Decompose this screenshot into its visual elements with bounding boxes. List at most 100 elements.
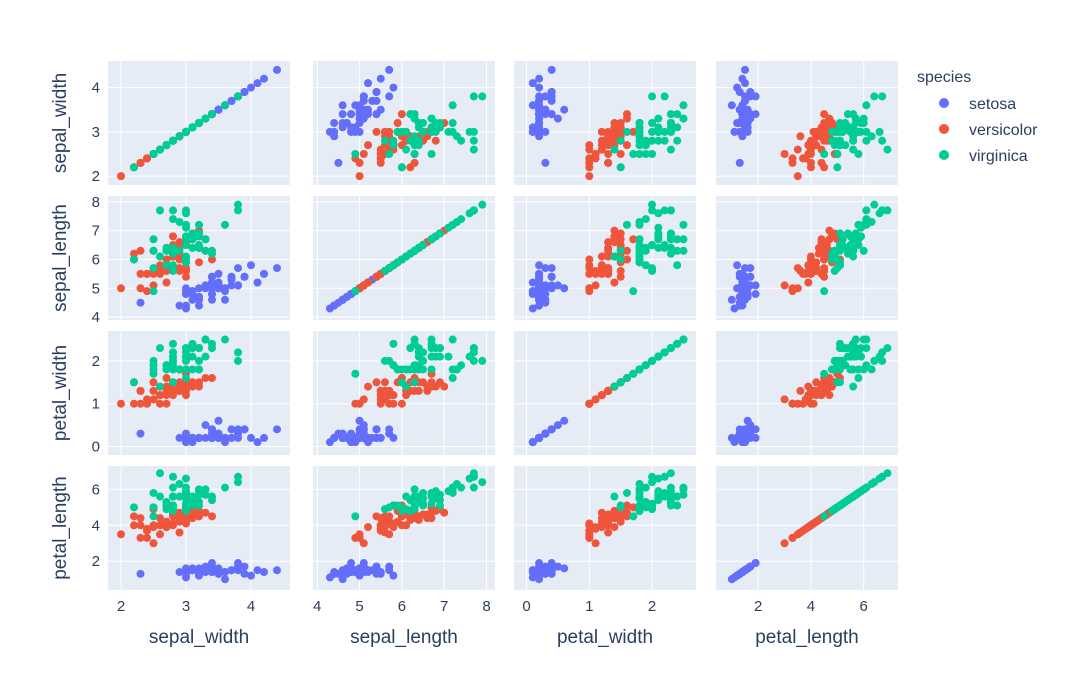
point-versicolor-26-sepal_width-vs-sepal_length[interactable] <box>431 136 440 145</box>
point-versicolor-45-sepal_width-vs-petal_width[interactable] <box>597 127 606 136</box>
point-versicolor-29-sepal_width-vs-petal_length[interactable] <box>793 145 802 154</box>
point-virginica-0-sepal_length-vs-sepal_width[interactable] <box>201 246 210 255</box>
point-setosa-49-petal_width-vs-petal_length[interactable] <box>738 433 747 442</box>
point-setosa-36-petal_length-vs-sepal_length[interactable] <box>376 569 385 578</box>
point-virginica-5-sepal_width-vs-petal_length[interactable] <box>875 127 884 136</box>
point-virginica-49-sepal_width-vs-sepal_length[interactable] <box>393 127 402 136</box>
point-versicolor-31-petal_width-vs-sepal_length[interactable] <box>376 399 385 408</box>
point-versicolor-37-sepal_length-vs-sepal_width[interactable] <box>136 246 145 255</box>
point-virginica-38-sepal_width-vs-petal_length[interactable] <box>828 127 837 136</box>
point-setosa-32-sepal_length-vs-sepal_width[interactable] <box>253 278 262 287</box>
point-setosa-14-petal_length-vs-sepal_width[interactable] <box>247 571 255 580</box>
point-versicolor-22-sepal_width-vs-petal_width[interactable] <box>616 150 625 158</box>
point-versicolor-43-sepal_length-vs-petal_width[interactable] <box>585 284 594 293</box>
point-virginica-43-sepal_width-vs-petal_length[interactable] <box>857 119 866 127</box>
point-versicolor-46-sepal_length-vs-sepal_width[interactable] <box>175 264 184 273</box>
point-virginica-13-sepal_width-vs-petal_width[interactable] <box>648 150 657 158</box>
point-virginica-34-petal_width-vs-sepal_length[interactable] <box>402 382 411 391</box>
point-virginica-15-petal_length-vs-sepal_width[interactable] <box>195 497 203 506</box>
point-versicolor-8-sepal_length-vs-sepal_width[interactable] <box>175 238 184 247</box>
point-virginica-40-sepal_width-vs-petal_length[interactable] <box>849 123 858 132</box>
point-versicolor-31-sepal_length-vs-petal_length[interactable] <box>799 269 808 278</box>
point-virginica-32-sepal_width-vs-petal_width[interactable] <box>660 136 669 145</box>
point-versicolor-49-petal_length-vs-petal_width[interactable] <box>604 519 613 528</box>
point-virginica-32-petal_width-vs-sepal_length[interactable] <box>414 348 423 357</box>
point-virginica-48-sepal_width-vs-sepal_width[interactable] <box>208 110 216 119</box>
point-virginica-30-sepal_width-vs-sepal_length[interactable] <box>457 136 466 145</box>
point-virginica-17-sepal_width-vs-petal_width[interactable] <box>660 92 669 101</box>
point-versicolor-31-sepal_length-vs-petal_width[interactable] <box>585 269 594 278</box>
point-setosa-45-sepal_width-vs-petal_length[interactable] <box>738 127 747 136</box>
point-versicolor-31-petal_length-vs-petal_width[interactable] <box>585 526 594 535</box>
point-virginica-21-sepal_length-vs-sepal_width[interactable] <box>169 266 177 275</box>
point-virginica-48-petal_length-vs-sepal_width[interactable] <box>208 496 216 505</box>
point-setosa-48-petal_length-vs-sepal_length[interactable] <box>368 566 377 575</box>
point-setosa-15-sepal_width-vs-sepal_length[interactable] <box>385 65 394 74</box>
point-virginica-40-sepal_length-vs-sepal_width[interactable] <box>188 235 197 244</box>
point-virginica-49-petal_length-vs-petal_length[interactable] <box>835 501 844 510</box>
point-virginica-47-petal_width-vs-sepal_width[interactable] <box>182 356 190 365</box>
point-versicolor-25-sepal_length-vs-petal_length[interactable] <box>817 238 826 247</box>
point-virginica-45-sepal_width-vs-sepal_length[interactable] <box>427 127 436 136</box>
point-virginica-25-petal_length-vs-petal_width[interactable] <box>635 485 644 494</box>
point-virginica-3-sepal_length-vs-sepal_width[interactable] <box>175 246 184 255</box>
point-versicolor-43-sepal_length-vs-sepal_width[interactable] <box>136 284 145 293</box>
point-virginica-49-petal_width-vs-sepal_width[interactable] <box>182 365 190 374</box>
point-versicolor-45-petal_width-vs-sepal_width[interactable] <box>182 391 190 400</box>
point-versicolor-35-petal_length-vs-petal_width[interactable] <box>622 512 631 521</box>
point-setosa-37-sepal_length-vs-petal_width[interactable] <box>528 287 537 296</box>
point-virginica-46-sepal_width-vs-petal_width[interactable] <box>641 150 650 158</box>
point-virginica-38-sepal_length-vs-petal_length[interactable] <box>828 255 837 264</box>
point-virginica-9-sepal_width-vs-petal_width[interactable] <box>679 101 688 110</box>
point-virginica-40-petal_length-vs-petal_width[interactable] <box>673 492 682 501</box>
point-virginica-31-sepal_width-vs-petal_width[interactable] <box>648 92 657 101</box>
point-virginica-31-petal_length-vs-sepal_width[interactable] <box>234 478 242 487</box>
point-virginica-44-sepal_length-vs-petal_length[interactable] <box>851 235 860 244</box>
point-versicolor-18-petal_length-vs-sepal_width[interactable] <box>130 512 138 521</box>
point-virginica-33-petal_length-vs-petal_width[interactable] <box>616 501 625 510</box>
point-setosa-18-petal_width-vs-sepal_length[interactable] <box>385 429 394 438</box>
point-virginica-10-petal_width-vs-sepal_width[interactable] <box>195 356 203 365</box>
point-versicolor-9-sepal_length-vs-sepal_width[interactable] <box>162 278 171 287</box>
point-virginica-30-petal_length-vs-petal_width[interactable] <box>641 483 650 492</box>
point-setosa-43-sepal_width-vs-petal_length[interactable] <box>743 105 752 114</box>
point-virginica-29-petal_length-vs-petal_width[interactable] <box>622 488 631 497</box>
point-setosa-46-sepal_width-vs-sepal_length[interactable] <box>359 92 368 101</box>
point-virginica-14-petal_width-vs-sepal_length[interactable] <box>389 339 398 348</box>
point-setosa-31-petal_width-vs-sepal_width[interactable] <box>208 425 216 434</box>
point-setosa-16-petal_width-vs-sepal_width[interactable] <box>240 425 249 434</box>
point-virginica-28-sepal_length-vs-petal_width[interactable] <box>654 243 663 252</box>
point-virginica-33-petal_width-vs-petal_width[interactable] <box>616 378 625 387</box>
point-virginica-30-petal_width-vs-sepal_width[interactable] <box>169 361 177 370</box>
point-versicolor-43-petal_length-vs-petal_width[interactable] <box>585 533 594 542</box>
point-setosa-47-petal_width-vs-sepal_length[interactable] <box>338 433 347 442</box>
point-versicolor-31-sepal_length-vs-sepal_width[interactable] <box>143 269 151 278</box>
point-virginica-5-petal_length-vs-sepal_width[interactable] <box>182 474 190 483</box>
point-setosa-21-petal_width-vs-sepal_width[interactable] <box>227 425 236 434</box>
point-virginica-42-petal_length-vs-sepal_width[interactable] <box>162 501 171 510</box>
point-versicolor-34-sepal_length-vs-petal_width[interactable] <box>616 272 625 281</box>
point-setosa-24-sepal_width-vs-petal_length[interactable] <box>751 110 760 119</box>
point-versicolor-20-sepal_length-vs-sepal_width[interactable] <box>195 258 203 267</box>
point-versicolor-10-sepal_length-vs-sepal_width[interactable] <box>117 284 125 293</box>
point-virginica-18-sepal_width-vs-petal_length[interactable] <box>883 145 892 154</box>
point-virginica-4-sepal_width-vs-petal_width[interactable] <box>660 127 669 136</box>
point-setosa-31-sepal_length-vs-sepal_width[interactable] <box>208 272 216 281</box>
point-setosa-45-petal_width-vs-sepal_length[interactable] <box>347 429 356 438</box>
point-setosa-42-sepal_length-vs-petal_width[interactable] <box>535 301 544 310</box>
point-virginica-9-petal_width-vs-sepal_width[interactable] <box>221 335 229 344</box>
point-virginica-6-petal_length-vs-sepal_width[interactable] <box>149 512 158 521</box>
point-virginica-46-petal_width-vs-sepal_width[interactable] <box>149 361 158 370</box>
point-virginica-6-sepal_length-vs-petal_length[interactable] <box>820 287 829 296</box>
point-setosa-14-sepal_width-vs-sepal_width[interactable] <box>247 83 255 92</box>
point-versicolor-48-sepal_width-vs-petal_length[interactable] <box>780 150 789 158</box>
point-versicolor-48-petal_width-vs-petal_length[interactable] <box>780 395 789 404</box>
point-virginica-46-sepal_length-vs-sepal_width[interactable] <box>149 246 158 255</box>
point-versicolor-29-sepal_length-vs-petal_width[interactable] <box>585 264 594 273</box>
point-virginica-33-sepal_width-vs-sepal_length[interactable] <box>410 136 419 145</box>
point-virginica-22-petal_width-vs-petal_length[interactable] <box>878 356 887 365</box>
point-versicolor-43-sepal_width-vs-sepal_width[interactable] <box>136 158 145 167</box>
point-versicolor-10-petal_length-vs-sepal_width[interactable] <box>117 530 125 539</box>
point-virginica-45-sepal_width-vs-petal_width[interactable] <box>666 127 675 136</box>
point-versicolor-41-petal_width-vs-sepal_width[interactable] <box>182 382 190 391</box>
